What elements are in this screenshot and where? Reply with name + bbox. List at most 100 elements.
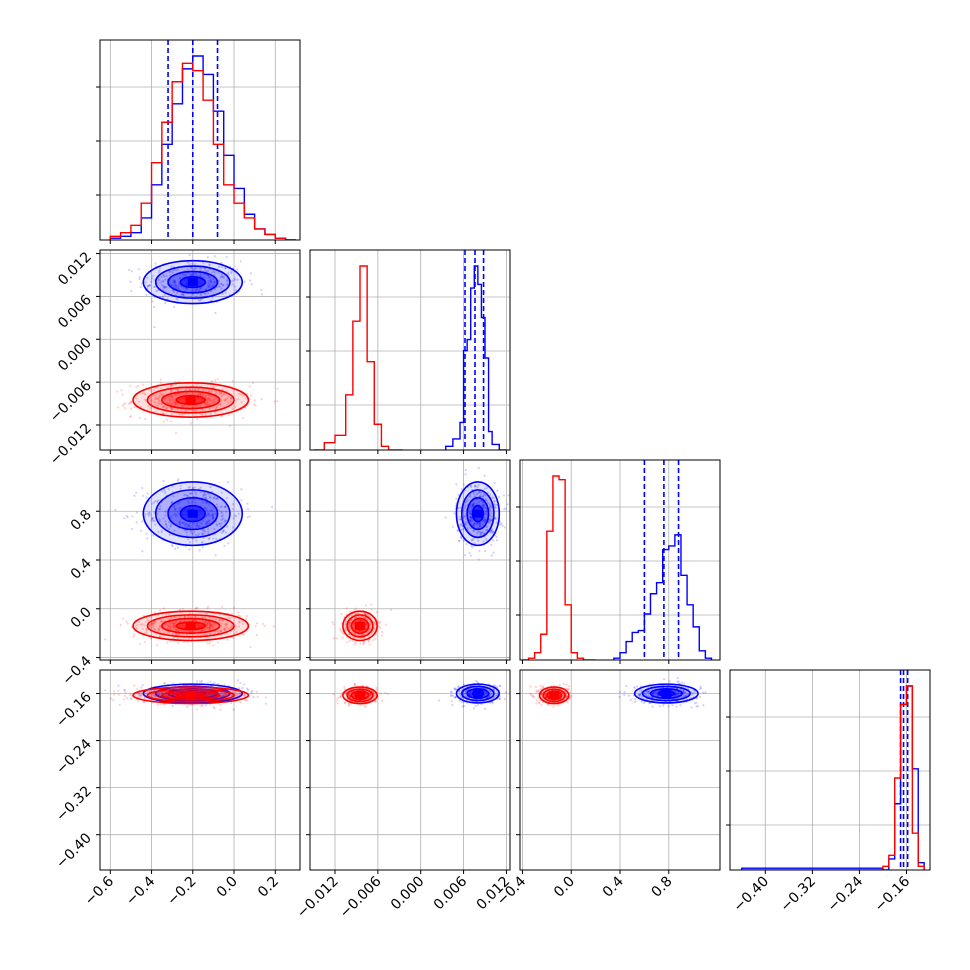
- scatter-point: [472, 707, 476, 710]
- scatter-point: [219, 708, 222, 711]
- scatter-point: [172, 279, 175, 282]
- scatter-point: [458, 518, 461, 521]
- scatter-point: [165, 418, 169, 422]
- scatter-point: [204, 496, 207, 500]
- scatter-point: [488, 508, 492, 511]
- scatter-point: [228, 627, 231, 631]
- scatter-point: [212, 496, 216, 499]
- scatter-point: [491, 496, 494, 499]
- scatter-point: [173, 529, 176, 532]
- scatter-point: [158, 508, 161, 511]
- scatter-point: [145, 629, 148, 632]
- scatter-point: [635, 685, 639, 688]
- scatter-point: [169, 282, 172, 285]
- scatter-point: [380, 699, 384, 702]
- scatter-point: [174, 512, 177, 515]
- scatter-point: [130, 270, 133, 273]
- scatter-point: [471, 546, 474, 549]
- scatter-point: [474, 484, 477, 488]
- scatter-point: [232, 636, 235, 640]
- scatter-point: [224, 519, 227, 522]
- scatter-point: [174, 394, 177, 397]
- scatter-point: [375, 611, 379, 614]
- scatter-point: [184, 684, 188, 687]
- scatter-point: [167, 402, 170, 405]
- scatter-point: [498, 496, 501, 499]
- scatter-point: [498, 684, 501, 687]
- scatter-point: [374, 637, 377, 640]
- scatter-point: [139, 405, 142, 409]
- scatter-point: [126, 622, 129, 625]
- scatter-point: [482, 540, 485, 543]
- scatter-point: [171, 485, 174, 488]
- scatter-point: [189, 422, 193, 425]
- scatter-point: [207, 274, 210, 278]
- scatter-point: [202, 628, 205, 631]
- scatter-point: [210, 271, 213, 274]
- scatter-point: [162, 517, 165, 520]
- scatter-point: [200, 413, 204, 416]
- scatter-point: [144, 398, 147, 401]
- scatter-point: [176, 298, 179, 301]
- scatter-point: [141, 383, 145, 386]
- density-peak-series-0: [187, 278, 198, 287]
- scatter-point: [490, 543, 493, 546]
- scatter-point: [188, 253, 191, 257]
- scatter-point: [146, 537, 149, 540]
- scatter-point: [240, 499, 243, 502]
- scatter-point: [168, 621, 171, 624]
- scatter-point: [241, 394, 245, 397]
- scatter-point: [138, 621, 141, 624]
- scatter-point: [243, 683, 246, 686]
- scatter-point: [501, 524, 504, 527]
- scatter-point: [201, 546, 204, 549]
- scatter-point: [167, 396, 170, 399]
- scatter-point: [159, 378, 162, 381]
- scatter-point: [478, 490, 481, 493]
- scatter-point: [194, 607, 197, 611]
- scatter-point: [133, 406, 136, 409]
- scatter-point: [187, 524, 190, 527]
- scatter-point: [220, 510, 223, 513]
- scatter-point: [221, 388, 224, 391]
- scatter-point: [219, 703, 222, 707]
- scatter-point: [223, 505, 227, 508]
- scatter-point: [179, 487, 182, 490]
- scatter-point: [212, 386, 215, 389]
- scatter-point: [480, 533, 483, 537]
- scatter-point: [246, 687, 249, 690]
- scatter-point: [122, 405, 125, 408]
- scatter-point: [123, 407, 126, 410]
- scatter-point: [200, 541, 204, 544]
- scatter-point: [162, 405, 166, 408]
- scatter-point: [264, 702, 268, 705]
- scatter-point: [152, 305, 156, 309]
- scatter-point: [503, 508, 506, 511]
- scatter-point: [209, 623, 212, 626]
- density-peak-series-1: [185, 691, 196, 700]
- scatter-point: [155, 290, 158, 293]
- scatter-point: [154, 611, 157, 614]
- scatter-point: [212, 705, 215, 708]
- scatter-point: [459, 518, 462, 521]
- scatter-point: [233, 606, 236, 609]
- scatter-point: [471, 518, 474, 521]
- scatter-point: [187, 615, 190, 618]
- scatter-point: [125, 620, 128, 623]
- tick-label-y: −0.4: [59, 653, 94, 688]
- scatter-point: [168, 270, 171, 274]
- scatter-point: [158, 278, 161, 282]
- scatter-point: [130, 407, 133, 410]
- scatter-point: [216, 377, 219, 381]
- scatter-point: [176, 268, 180, 271]
- scatter-point: [239, 681, 242, 685]
- scatter-point: [144, 281, 147, 284]
- scatter-point: [225, 626, 228, 629]
- scatter-point: [233, 628, 236, 631]
- scatter-point: [226, 481, 230, 484]
- scatter-point: [151, 518, 154, 521]
- scatter-point: [488, 517, 491, 521]
- scatter-point: [194, 388, 197, 391]
- scatter-point: [220, 605, 224, 609]
- scatter-point: [482, 521, 486, 524]
